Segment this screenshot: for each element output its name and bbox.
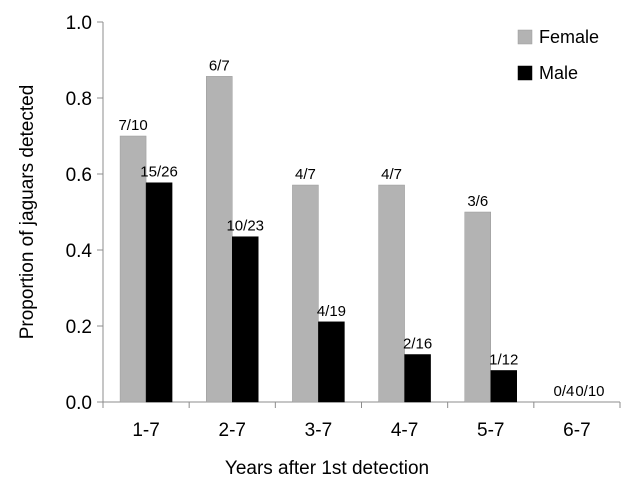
bar-male-5-7 [490,370,517,403]
x-tick-label: 2-7 [219,420,246,441]
bar-male-1-7 [145,182,173,403]
data-label-male-6-7: 0/10 [575,383,604,400]
legend-label-female: Female [539,27,599,47]
data-label-male-3-7: 4/19 [317,303,346,320]
legend-label-male: Male [539,63,578,83]
bar-male-2-7 [232,236,259,403]
data-label-male-2-7: 10/23 [226,218,264,235]
data-label-male-5-7: 1/12 [489,351,518,368]
legend-swatch-male [517,65,533,81]
bar-female-5-7 [464,211,491,403]
data-label-female-5-7: 3/6 [467,193,488,210]
data-label-female-3-7: 4/7 [295,166,316,183]
x-tick-label: 6-7 [563,420,590,441]
y-axis: 0.0 0.2 0.4 0.6 0.8 1.0 [66,13,104,414]
data-label-male-4-7: 2/16 [403,336,432,353]
x-tick-label: 1-7 [132,420,159,441]
y-tick-label: 0.2 [66,317,92,338]
legend-swatch-female [517,29,533,45]
y-tick-label: 0.6 [66,165,92,186]
bar-labels: 7/10 6/7 4/7 4/7 3/6 0/4 15/26 10/23 4/19 2/16 1/1… [118,57,604,400]
bar-male-4-7 [404,354,431,403]
data-label-female-4-7: 4/7 [381,166,402,183]
bar-male-3-7 [318,321,345,403]
y-tick-label: 0.8 [66,89,92,110]
y-tick-label: 0.0 [66,393,92,414]
bar-female-4-7 [378,184,405,403]
y-tick-label: 0.4 [66,241,93,262]
x-tick-label: 3-7 [305,420,332,441]
x-tick-label: 5-7 [477,420,504,441]
legend: Female Male [517,27,599,83]
data-label-male-1-7: 15/26 [140,164,178,181]
data-label-female-6-7: 0/4 [553,383,574,400]
bars [119,76,517,403]
bar-female-3-7 [292,184,319,403]
x-tick-label: 4-7 [391,420,418,441]
x-axis: 1-7 2-7 3-7 4-7 5-7 6-7 [102,401,621,441]
bar-female-1-7 [119,135,147,403]
data-label-female-2-7: 6/7 [209,57,230,74]
data-label-female-1-7: 7/10 [118,117,147,134]
bar-female-2-7 [206,76,233,403]
y-tick-label: 1.0 [66,13,92,34]
x-axis-title: Years after 1st detection [225,458,429,479]
y-axis-title: Proportion of jaguars detected [17,85,38,340]
